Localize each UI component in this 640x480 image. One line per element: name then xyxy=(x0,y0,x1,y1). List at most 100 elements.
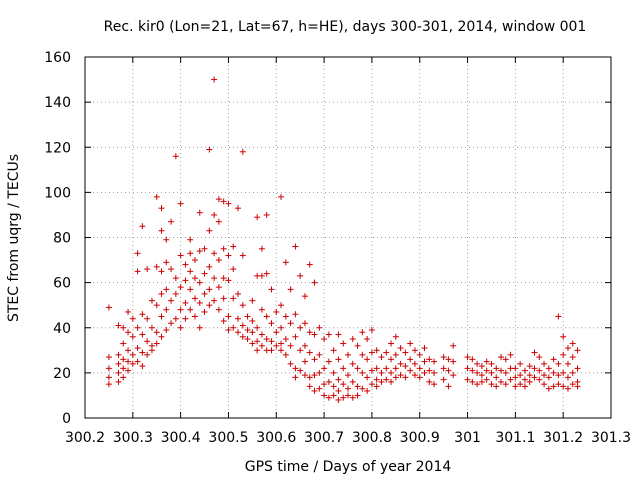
x-tick-label: 301.3 xyxy=(591,430,631,446)
data-point xyxy=(541,372,548,379)
data-point xyxy=(416,365,423,372)
data-point xyxy=(321,365,328,372)
data-point xyxy=(541,360,548,367)
data-point xyxy=(134,324,141,331)
data-point xyxy=(340,381,347,388)
data-point xyxy=(474,369,481,376)
data-point xyxy=(177,252,184,259)
data-point xyxy=(445,356,452,363)
data-point xyxy=(273,342,280,349)
data-point xyxy=(330,347,337,354)
data-point xyxy=(373,383,380,390)
data-point xyxy=(278,302,285,309)
data-point xyxy=(249,340,256,347)
data-point xyxy=(105,304,112,311)
data-point xyxy=(211,211,218,218)
data-point xyxy=(354,383,361,390)
data-point xyxy=(125,308,132,315)
data-point xyxy=(450,358,457,365)
data-point xyxy=(282,313,289,320)
data-point xyxy=(383,376,390,383)
data-point xyxy=(139,331,146,338)
data-point xyxy=(220,295,227,302)
data-point xyxy=(431,381,438,388)
data-point xyxy=(555,360,562,367)
data-point xyxy=(177,200,184,207)
data-point xyxy=(292,365,299,372)
data-point xyxy=(115,378,122,385)
data-point xyxy=(426,356,433,363)
data-point xyxy=(316,369,323,376)
data-point xyxy=(574,347,581,354)
data-point xyxy=(254,324,261,331)
data-point xyxy=(469,356,476,363)
data-point xyxy=(541,381,548,388)
data-point xyxy=(311,387,318,394)
data-point xyxy=(105,365,112,372)
data-point xyxy=(450,342,457,349)
data-point xyxy=(483,367,490,374)
data-point xyxy=(187,236,194,243)
data-point xyxy=(153,329,160,336)
data-point xyxy=(440,354,447,361)
data-point xyxy=(349,360,356,367)
data-point xyxy=(120,340,127,347)
data-point xyxy=(273,308,280,315)
data-point xyxy=(282,336,289,343)
data-point xyxy=(105,381,112,388)
data-point xyxy=(230,295,237,302)
data-point xyxy=(206,227,213,234)
data-point xyxy=(206,286,213,293)
data-point xyxy=(392,374,399,381)
data-point xyxy=(306,349,313,356)
data-point xyxy=(206,263,213,270)
data-point xyxy=(235,329,242,336)
data-point xyxy=(244,336,251,343)
data-point xyxy=(182,261,189,268)
data-point xyxy=(426,367,433,374)
data-point xyxy=(187,286,194,293)
data-point xyxy=(368,367,375,374)
chart-title: Rec. kir0 (Lon=21, Lat=67, h=HE), days 3… xyxy=(104,19,587,35)
data-point xyxy=(206,146,213,153)
data-point xyxy=(388,340,395,347)
data-point xyxy=(201,290,208,297)
data-point xyxy=(474,360,481,367)
data-point xyxy=(120,374,127,381)
data-point xyxy=(512,374,519,381)
data-point xyxy=(301,342,308,349)
data-point xyxy=(483,376,490,383)
x-tick-label: 301.2 xyxy=(543,430,583,446)
data-point xyxy=(306,383,313,390)
data-point xyxy=(517,360,524,367)
data-point xyxy=(301,372,308,379)
data-point xyxy=(560,351,567,358)
x-tick-label: 300.5 xyxy=(208,430,248,446)
data-point xyxy=(321,336,328,343)
y-tick-label: 20 xyxy=(53,366,71,382)
data-point xyxy=(536,367,543,374)
data-point xyxy=(555,381,562,388)
x-tick-label: 301.1 xyxy=(495,430,535,446)
data-point xyxy=(359,369,366,376)
data-point xyxy=(311,279,318,286)
data-point xyxy=(493,365,500,372)
data-point xyxy=(536,376,543,383)
data-point xyxy=(526,363,533,370)
data-point xyxy=(349,336,356,343)
data-points xyxy=(105,76,581,403)
x-tick-label: 300.7 xyxy=(304,430,344,446)
data-point xyxy=(254,347,261,354)
data-point xyxy=(431,358,438,365)
data-point xyxy=(139,349,146,356)
data-point xyxy=(215,257,222,264)
data-point xyxy=(278,324,285,331)
data-point xyxy=(125,329,132,336)
data-point xyxy=(545,385,552,392)
data-point xyxy=(507,351,514,358)
data-point xyxy=(258,306,265,313)
data-point xyxy=(292,243,299,250)
data-point xyxy=(498,367,505,374)
data-point xyxy=(521,376,528,383)
